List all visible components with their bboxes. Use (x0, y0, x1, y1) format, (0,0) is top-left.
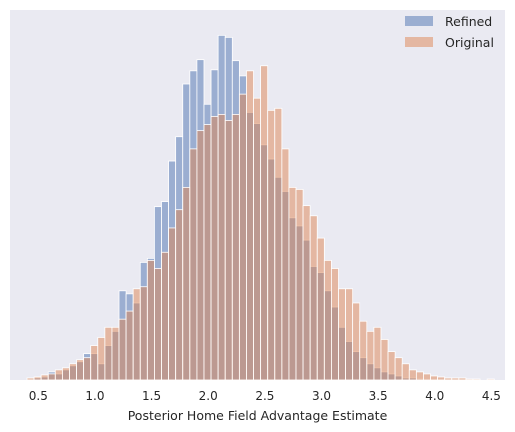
legend-swatch-refined (405, 16, 433, 26)
bar-original-46 (352, 302, 361, 381)
bar-original-38 (295, 189, 304, 381)
bar-original-3 (47, 373, 56, 381)
bar-original-1 (33, 376, 42, 381)
bar-original-31 (246, 70, 254, 381)
bar-original-30 (238, 93, 247, 381)
bar-original-50 (380, 339, 389, 381)
bar-original-10 (97, 337, 106, 381)
bar-original-54 (408, 369, 417, 381)
bar-original-4 (54, 369, 63, 381)
bar-original-8 (83, 357, 92, 381)
bar-original-44 (338, 288, 346, 381)
bar-original-28 (224, 120, 233, 381)
bar-original-33 (260, 65, 269, 381)
bar-original-49 (373, 326, 382, 381)
bar-original-42 (323, 259, 332, 381)
x-tick-label: 3.0 (312, 389, 331, 403)
x-axis-label: Posterior Home Field Advantage Estimate (128, 408, 388, 423)
bar-original-36 (281, 148, 290, 381)
bar-original-62 (465, 378, 474, 381)
bar-original-58 (437, 376, 446, 381)
bar-original-22 (182, 186, 191, 381)
bar-original-48 (366, 330, 375, 381)
bar-original-7 (76, 359, 85, 381)
bar-original-23 (189, 148, 198, 381)
x-tick-label: 4.5 (482, 389, 501, 403)
bar-original-19 (161, 251, 169, 381)
bar-original-20 (168, 227, 177, 381)
bar-original-17 (146, 259, 155, 381)
bar-original-61 (458, 377, 467, 381)
bar-original-40 (309, 215, 318, 381)
legend-swatch-original (405, 37, 433, 47)
bar-original-2 (40, 374, 49, 381)
bar-original-45 (345, 288, 354, 381)
bar-original-60 (451, 377, 460, 381)
bar-original-15 (132, 288, 141, 381)
bar-original-65 (486, 378, 495, 381)
bar-original-41 (316, 237, 325, 381)
bar-original-6 (69, 363, 77, 381)
bar-original-25 (203, 124, 212, 381)
bar-original-5 (61, 367, 70, 381)
bar-original-37 (288, 186, 297, 381)
bar-original-21 (175, 209, 184, 381)
x-tick-label: 1.0 (85, 389, 104, 403)
bar-original-59 (444, 377, 453, 381)
bar-original-24 (196, 130, 205, 381)
x-tick-label: 4.0 (425, 389, 444, 403)
bar-original-14 (125, 310, 134, 381)
bar-original-53 (401, 363, 410, 381)
bar-original-9 (90, 345, 99, 381)
bar-original-16 (139, 286, 148, 381)
bar-original-18 (154, 268, 162, 381)
x-tick-label: 2.5 (255, 389, 274, 403)
bar-original-51 (387, 351, 396, 381)
x-tick-label: 0.5 (29, 389, 48, 403)
bar-original-55 (415, 371, 424, 381)
bar-original-35 (274, 107, 283, 381)
bar-original-32 (253, 97, 262, 381)
bar-original-11 (104, 326, 113, 381)
bar-original-26 (210, 116, 219, 381)
x-tick-label: 1.5 (142, 389, 161, 403)
legend-label-refined: Refined (445, 14, 492, 29)
legend-label-original: Original (445, 35, 494, 50)
bar-original-56 (423, 373, 431, 381)
x-tick-label: 2.0 (199, 389, 218, 403)
bar-original-47 (359, 320, 368, 381)
bar-original-34 (267, 109, 276, 381)
bar-original-39 (302, 205, 311, 381)
x-axis-ticks: 0.5 1.0 1.5 2.0 2.5 3.0 3.5 4.0 4.5 (29, 389, 501, 403)
bar-original-52 (394, 357, 403, 381)
legend: Refined Original (405, 14, 494, 50)
bar-original-12 (111, 326, 120, 381)
bar-original-0 (26, 377, 35, 381)
x-tick-label: 3.5 (369, 389, 388, 403)
bar-original-27 (217, 114, 226, 381)
bar-original-63 (472, 378, 481, 381)
bar-original-13 (118, 318, 127, 381)
bar-original-43 (331, 268, 339, 381)
bar-original-29 (231, 114, 240, 381)
bar-original-57 (430, 375, 439, 381)
bars-layer (26, 34, 495, 381)
